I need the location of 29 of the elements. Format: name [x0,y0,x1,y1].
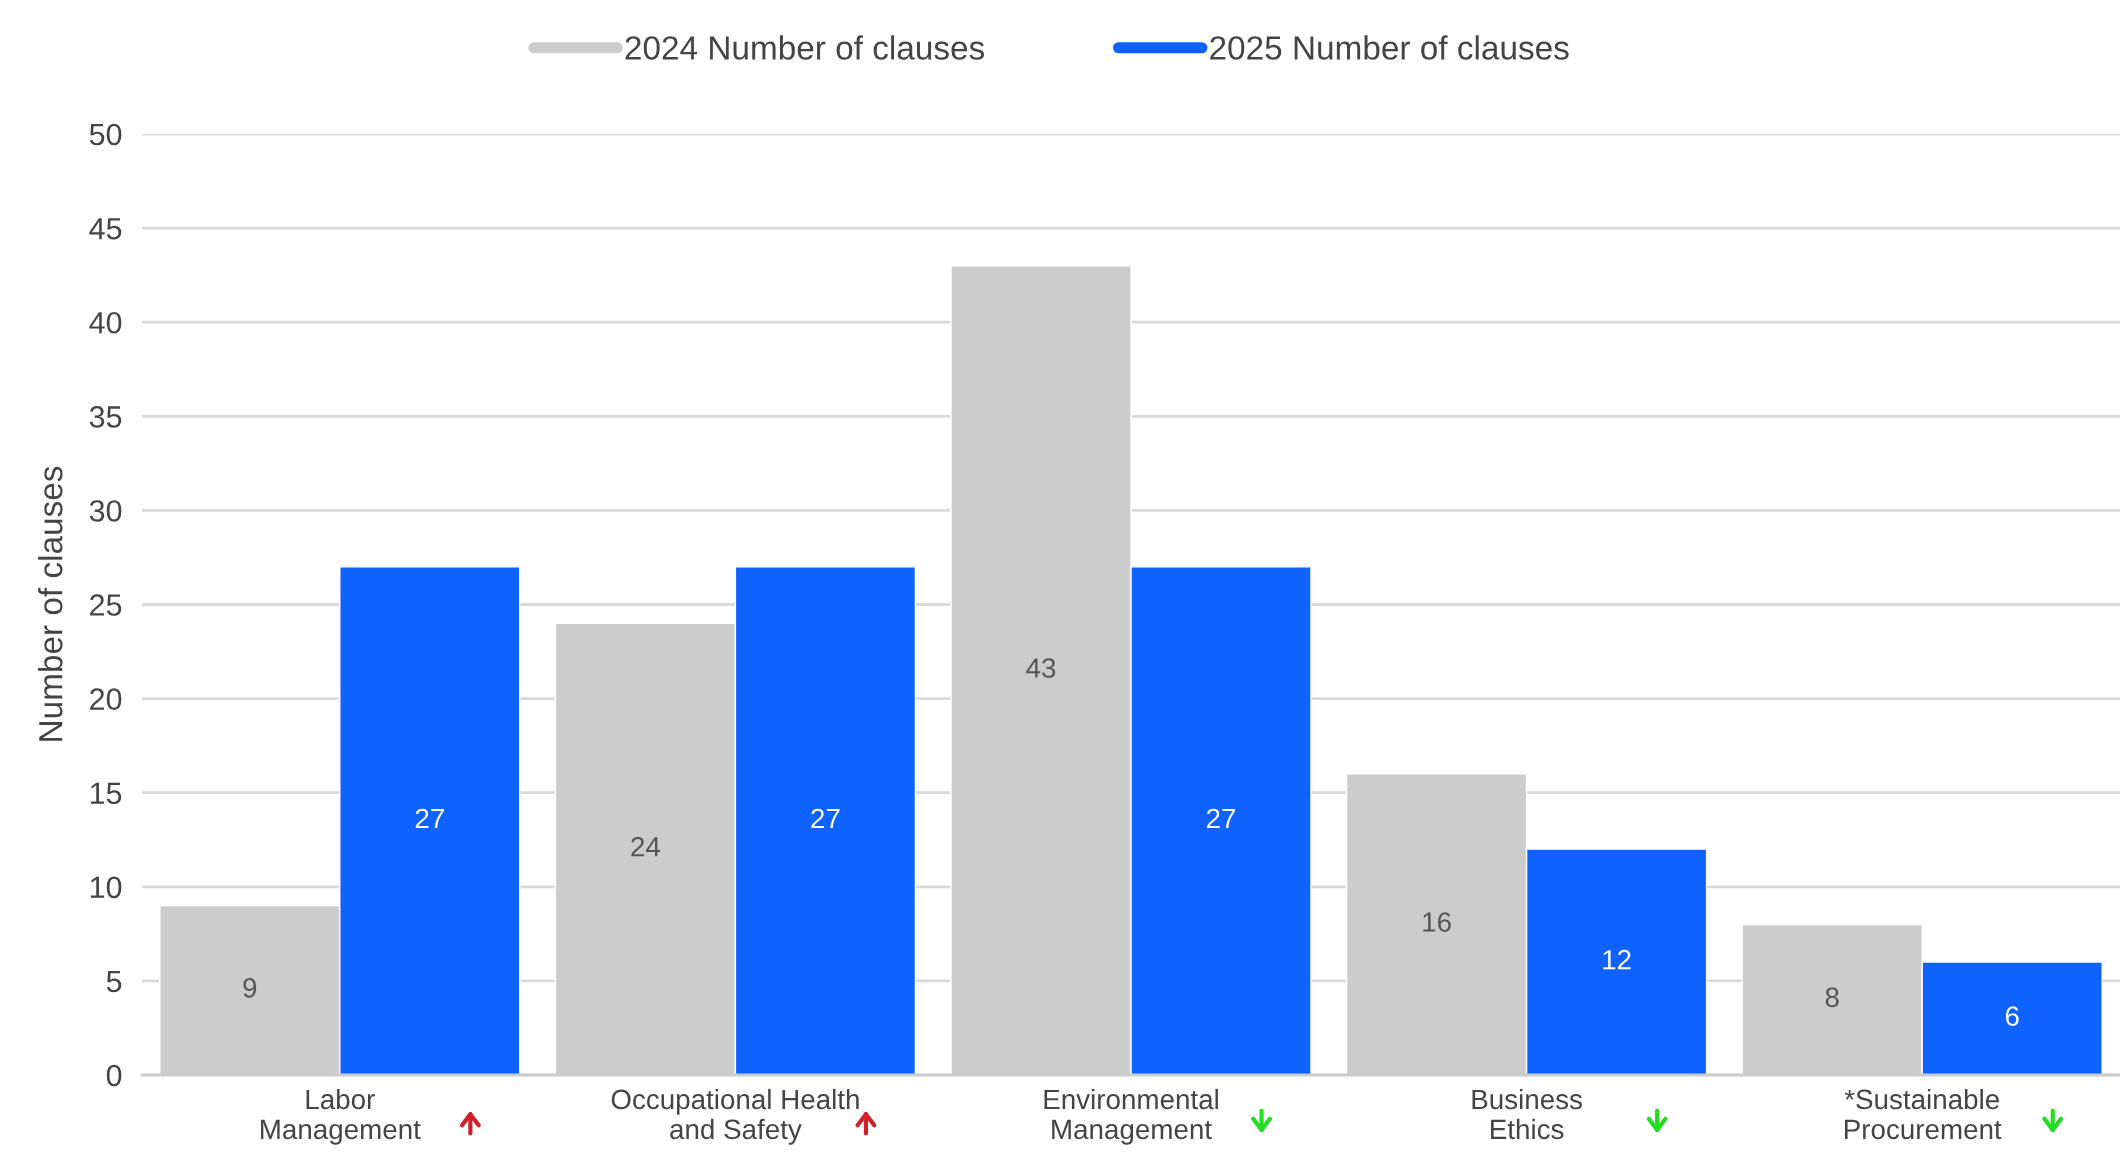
y-tick-label: 10 [90,876,122,899]
data-label: 43 [1026,658,1056,678]
data-label: 12 [1603,949,1631,970]
y-axis-title: Number of clauses [38,466,63,741]
y-tick-label: 0 [106,1064,122,1087]
legend-label: 2024 Number of clauses [625,35,985,60]
y-tick-label: 20 [90,688,122,710]
y-tick-label: 25 [90,594,122,616]
x-tick-label: Occupational Health and Safety [611,1088,859,1145]
data-label: 24 [631,836,661,857]
legend-label: 2025 Number of clauses [1210,35,1569,60]
data-label: 27 [415,808,444,829]
x-tick-label: Business Ethics [1472,1088,1582,1140]
y-tick-label: 45 [89,218,122,240]
y-tick-label: 40 [89,311,122,334]
data-label: 8 [1825,987,1839,1008]
data-label: 6 [2005,1006,2019,1026]
x-tick-label: Environmental Management [1044,1088,1218,1145]
y-tick-label: 15 [90,782,122,805]
y-tick-label: 30 [89,500,122,522]
y-tick-label: 5 [106,970,122,993]
data-label: 9 [243,978,257,998]
data-label: 16 [1423,912,1451,932]
data-label: 27 [1206,808,1236,829]
y-tick-label: 35 [89,406,122,428]
data-label: 27 [811,808,840,829]
x-tick-label: *Sustainable Procurement [1844,1088,2002,1140]
y-tick-label: 50 [89,123,122,146]
x-tick-label: Labor Management [261,1088,421,1145]
